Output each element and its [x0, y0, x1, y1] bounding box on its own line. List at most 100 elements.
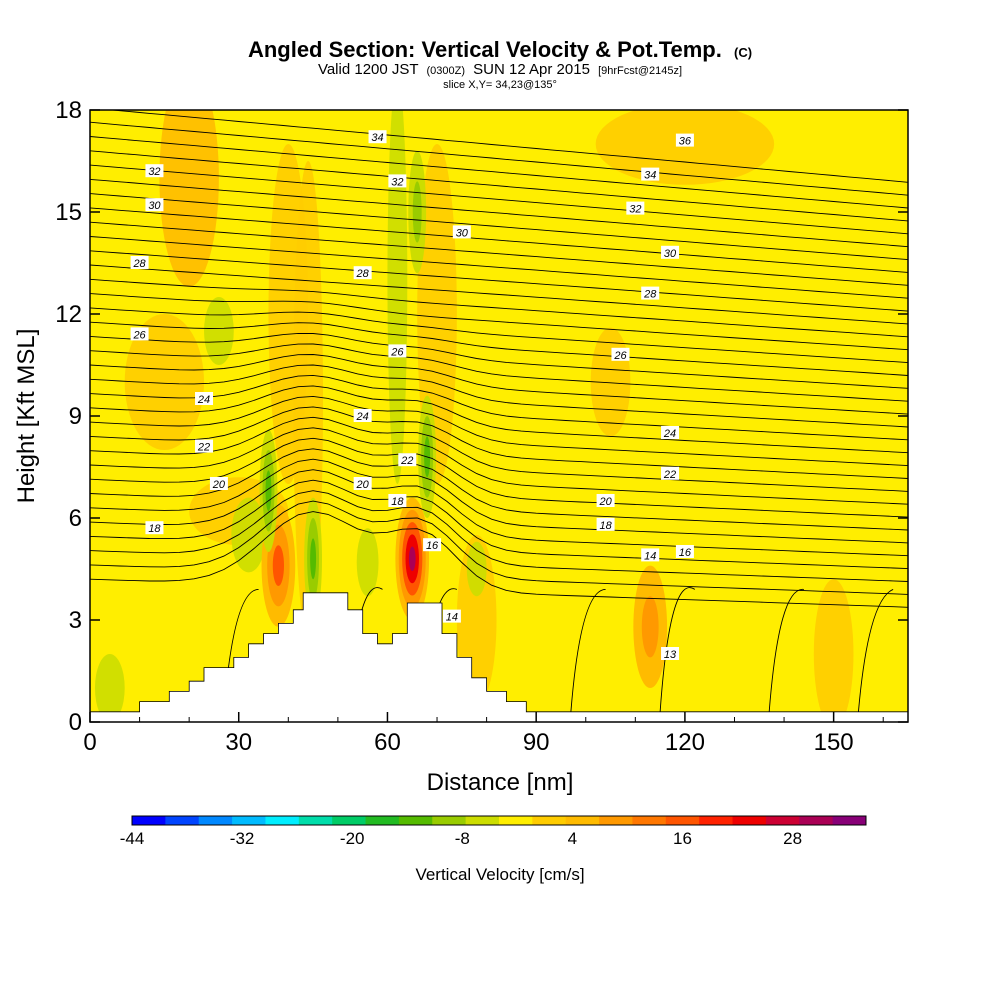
- colorbar-swatch: [365, 816, 400, 825]
- contour-label-text: 34: [371, 132, 383, 144]
- contour-label-23: 20: [596, 494, 615, 508]
- colorbar-swatch: [532, 816, 567, 825]
- x-tick-label: 120: [665, 729, 705, 756]
- colorbar-tick-label: -44: [120, 829, 145, 848]
- terrain-mask: [90, 592, 908, 722]
- colorbar-swatch: [298, 816, 333, 825]
- updraft-core-2: [641, 596, 659, 658]
- colorbar: -44 -32 -20 -8 4 16 28: [120, 815, 867, 848]
- contour-label-text: 24: [197, 394, 210, 406]
- y-axis-title: Height [Kft MSL]: [13, 329, 40, 504]
- contour-label-2: 32: [145, 164, 164, 178]
- contour-label-31: 13: [661, 647, 680, 661]
- contour-label-text: 22: [400, 455, 413, 467]
- contour-label-27: 16: [423, 538, 442, 552]
- contour-label-22: 20: [353, 477, 372, 491]
- colorbar-swatch: [232, 816, 266, 825]
- contour-label-4: 34: [641, 167, 660, 182]
- contour-label-24: 18: [145, 521, 164, 535]
- contour-label-26: 18: [596, 517, 615, 532]
- downdraft-core-3: [412, 181, 422, 243]
- x-axis-title: Distance [nm]: [427, 769, 574, 796]
- contour-label-29: 16: [675, 545, 694, 559]
- contour-label-13: 26: [388, 344, 407, 358]
- contour-label-1: 36: [675, 133, 694, 148]
- contour-label-text: 20: [598, 496, 612, 508]
- y-tick-label: 15: [55, 199, 82, 226]
- y-tick-label: 6: [69, 505, 82, 532]
- colorbar-swatch: [332, 816, 367, 825]
- contour-label-20: 22: [661, 466, 680, 481]
- colorbar-tick-label: 16: [673, 829, 692, 848]
- contour-label-text: 28: [356, 268, 370, 280]
- x-tick-label: 150: [814, 729, 854, 756]
- y-tick-label: 12: [55, 301, 82, 328]
- colorbar-swatch: [198, 816, 233, 825]
- contour-label-21: 20: [209, 477, 228, 491]
- contour-label-text: 16: [679, 547, 692, 559]
- colorbar-swatch: [832, 816, 867, 825]
- colorbar-tick-label: -20: [340, 829, 365, 848]
- contour-label-text: 24: [356, 411, 369, 423]
- contour-label-text: 26: [613, 350, 627, 362]
- colorbar-tick-label: 28: [783, 829, 802, 848]
- contour-label-text: 34: [644, 170, 656, 182]
- downdraft-core-1: [265, 470, 272, 512]
- contour-label-text: 26: [132, 329, 146, 341]
- contour-label-text: 32: [391, 176, 403, 188]
- contour-label-25: 18: [388, 494, 407, 508]
- colorbar-swatch: [765, 816, 800, 825]
- colorbar-swatch: [165, 816, 200, 825]
- downdraft-core-0: [310, 538, 317, 580]
- contour-label-text: 18: [148, 523, 161, 535]
- contour-label-12: 26: [130, 327, 149, 341]
- chart-subtitle: Valid 1200 JST (0300Z) SUN 12 Apr 2015 […: [318, 61, 682, 78]
- x-tick-label: 60: [374, 729, 401, 756]
- colorbar-tick-label: -32: [230, 829, 255, 848]
- slice-label: slice X,Y= 34,23@135°: [443, 79, 557, 91]
- x-tick-label: 30: [225, 729, 252, 756]
- colorbar-tick-label: 4: [568, 829, 577, 848]
- contour-label-30: 14: [442, 609, 461, 624]
- contour-label-text: 20: [356, 479, 370, 491]
- x-tick-label: 90: [523, 729, 550, 756]
- x-axis: 0 30 60 90 120 150: [83, 712, 884, 756]
- contour-label-text: 16: [426, 540, 439, 552]
- contour-label-17: 24: [661, 426, 680, 440]
- contour-label-text: 30: [664, 248, 677, 260]
- contour-label-text: 32: [148, 166, 160, 178]
- plot-area: 34 36 32 32 34 30 32 30 30 28 28 28 26 26 26 24 24 24 22 22…: [90, 110, 908, 722]
- contour-label-6: 32: [626, 201, 645, 216]
- contour-label-10: 28: [353, 266, 372, 280]
- colorbar-swatch: [599, 816, 633, 825]
- colorbar-swatch: [732, 816, 767, 825]
- contour-label-9: 28: [130, 256, 149, 270]
- y-tick-label: 18: [55, 97, 82, 124]
- contour-label-7: 30: [452, 225, 471, 239]
- contour-label-3: 32: [388, 174, 407, 188]
- contour-label-19: 22: [398, 453, 417, 467]
- contour-label-text: 18: [599, 520, 612, 532]
- contour-label-text: 22: [197, 442, 210, 454]
- x-tick-label: 0: [83, 729, 96, 756]
- plot-background: [90, 110, 908, 722]
- contour-label-14: 26: [611, 347, 630, 362]
- contour-label-text: 26: [390, 346, 404, 358]
- contour-label-28: 14: [641, 548, 660, 562]
- contour-label-18: 22: [195, 439, 214, 454]
- contour-label-text: 30: [148, 200, 161, 212]
- contour-label-text: 28: [132, 258, 146, 270]
- contour-label-8: 30: [661, 245, 680, 260]
- colorbar-swatch: [265, 816, 300, 825]
- contour-label-text: 36: [679, 136, 692, 148]
- colorbar-title: Vertical Velocity [cm/s]: [415, 865, 584, 884]
- chart-title: Angled Section: Vertical Velocity & Pot.…: [248, 37, 752, 62]
- y-tick-label: 0: [69, 709, 82, 736]
- colorbar-swatch: [432, 816, 467, 825]
- contour-label-text: 24: [663, 428, 676, 440]
- contour-label-0: 34: [368, 130, 387, 144]
- contour-label-text: 20: [212, 479, 226, 491]
- contour-label-16: 24: [353, 409, 372, 423]
- colorbar-swatch: [699, 816, 734, 825]
